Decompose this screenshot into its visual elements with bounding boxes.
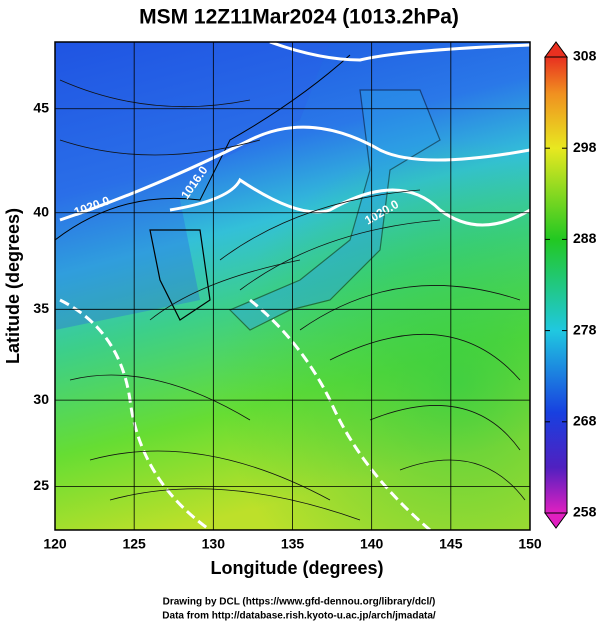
x-tick-label: 135 <box>281 536 305 552</box>
colorbar-tick-label: 298 <box>573 139 597 155</box>
colorbar-tick-label: 278 <box>573 321 597 337</box>
x-tick-label: 150 <box>518 536 542 552</box>
x-tick-label: 140 <box>360 536 384 552</box>
title: MSM 12Z11Mar2024 (1013.2hPa) <box>139 6 459 29</box>
x-tick-label: 125 <box>122 536 146 552</box>
x-tick-label: 145 <box>439 536 463 552</box>
x-tick-label: 130 <box>202 536 226 552</box>
colorbar-max-arrow <box>544 41 568 58</box>
y-tick-label: 40 <box>33 203 49 219</box>
x-tick-label: 120 <box>43 536 67 552</box>
colorbar-tick-label: 258 <box>573 504 597 520</box>
credit: Drawing by DCL (https://www.gfd-dennou.o… <box>163 597 436 608</box>
y-tick-label: 35 <box>33 300 49 316</box>
y-axis-label: Latitude (degrees) <box>3 208 23 364</box>
colorbar-min-arrow <box>544 512 568 529</box>
colorbar-tick-label: 308 <box>573 48 597 64</box>
y-tick-label: 30 <box>33 391 49 407</box>
colorbar <box>544 56 568 514</box>
y-tick-label: 45 <box>33 99 49 115</box>
credit: Data from http://database.rish.kyoto-u.a… <box>162 611 436 622</box>
colorbar-tick-label: 268 <box>573 413 597 429</box>
x-axis-label: Longitude (degrees) <box>210 558 383 578</box>
colorbar-tick-label: 288 <box>573 230 597 246</box>
y-tick-label: 25 <box>33 477 49 493</box>
